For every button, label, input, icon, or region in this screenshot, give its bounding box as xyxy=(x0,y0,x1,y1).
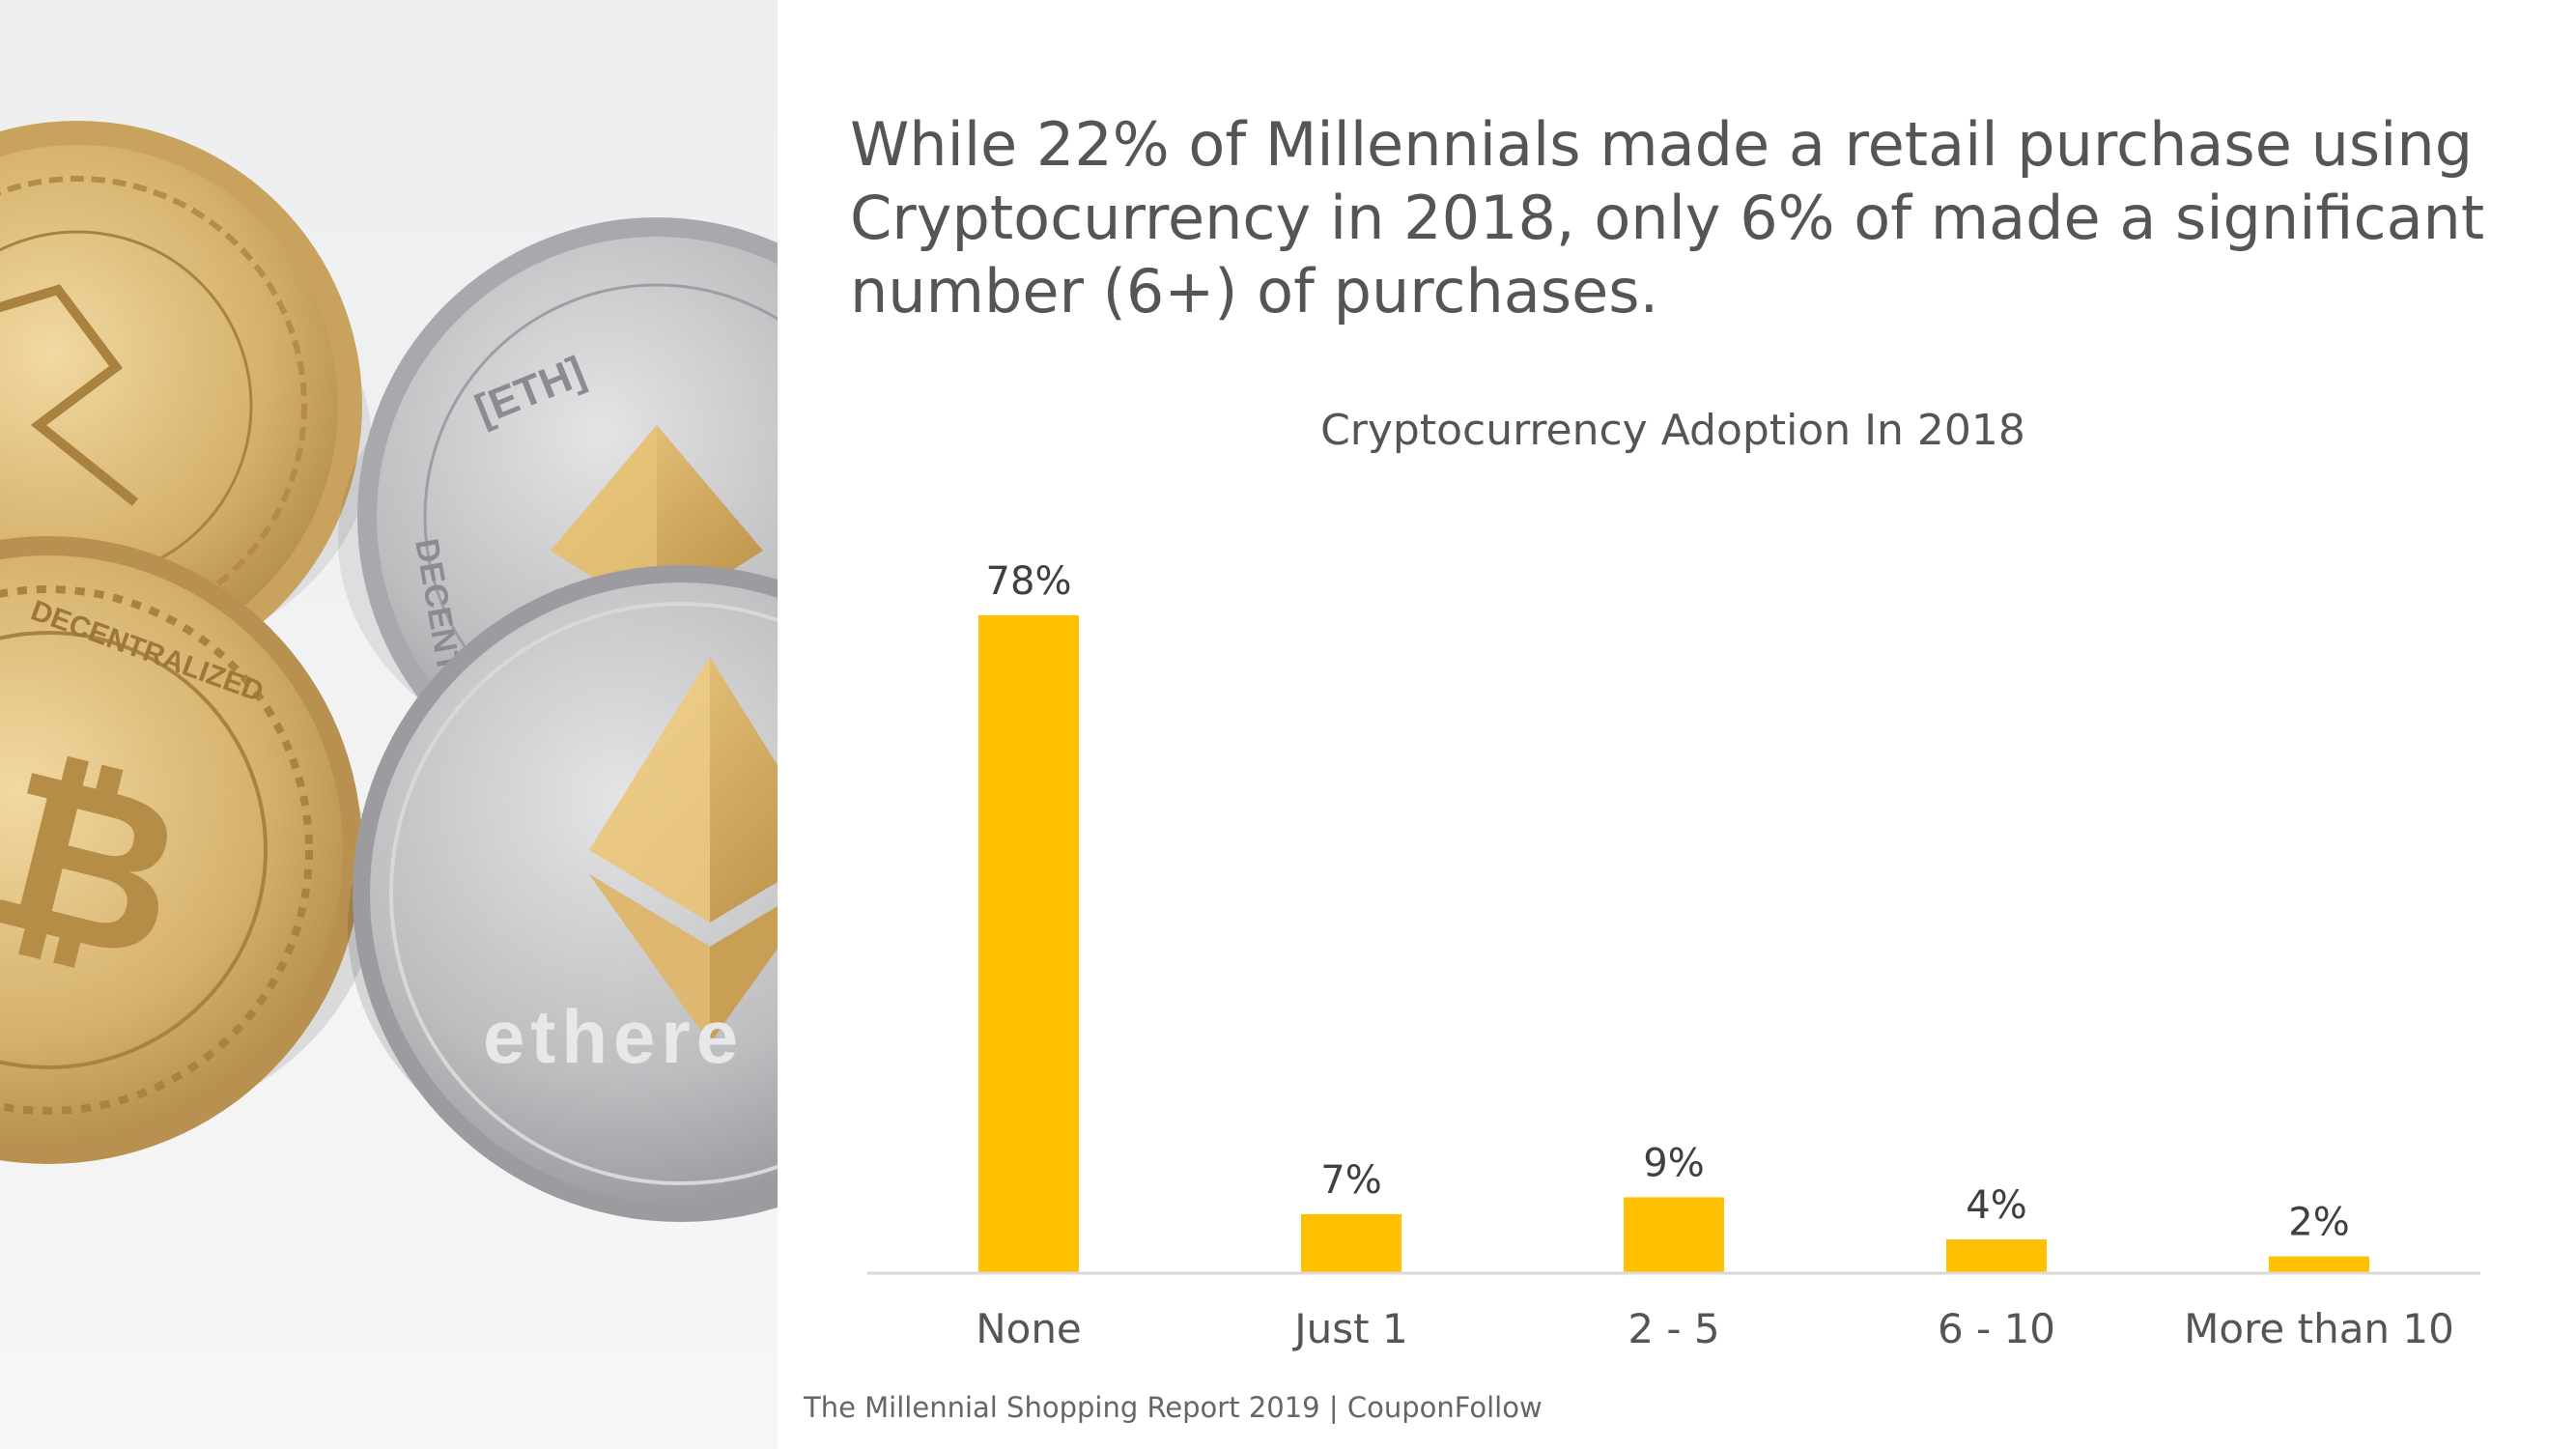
data-label-0: 78% xyxy=(986,559,1072,604)
svg-text:ethere: ethere xyxy=(483,994,744,1079)
headline: While 22% of Millennials made a retail p… xyxy=(850,109,2485,327)
data-label-3: 4% xyxy=(1966,1183,2026,1228)
bar-0 xyxy=(978,615,1079,1273)
bar-4 xyxy=(2269,1256,2369,1273)
data-label-2: 9% xyxy=(1643,1141,1704,1185)
chart-title: Cryptocurrency Adoption In 2018 xyxy=(1320,406,2025,455)
category-label-3: 6 - 10 xyxy=(1938,1305,2055,1352)
category-label-2: 2 - 5 xyxy=(1628,1305,1719,1352)
category-label-4: More than 10 xyxy=(2184,1305,2454,1352)
category-label-1: Just 1 xyxy=(1291,1305,1407,1352)
crypto-coins-photo: [ETH] DECENTRA ₿ DECENTRALIZED ethere xyxy=(0,0,778,1449)
bitcoin-coin-icon: ₿ DECENTRALIZED xyxy=(0,536,377,1164)
bar-2 xyxy=(1624,1197,1724,1273)
data-label-4: 2% xyxy=(2288,1201,2349,1245)
source-footnote: The Millennial Shopping Report 2019 | Co… xyxy=(804,1391,1543,1424)
ethereum-coin-icon: ethere xyxy=(348,565,778,1222)
data-label-1: 7% xyxy=(1320,1158,1381,1203)
bar-3 xyxy=(1946,1239,2047,1273)
adoption-bar-chart: Cryptocurrency Adoption In 2018 78% None 7… xyxy=(850,386,2492,1391)
bar-1 xyxy=(1301,1213,1401,1273)
category-label-0: None xyxy=(976,1305,1082,1352)
